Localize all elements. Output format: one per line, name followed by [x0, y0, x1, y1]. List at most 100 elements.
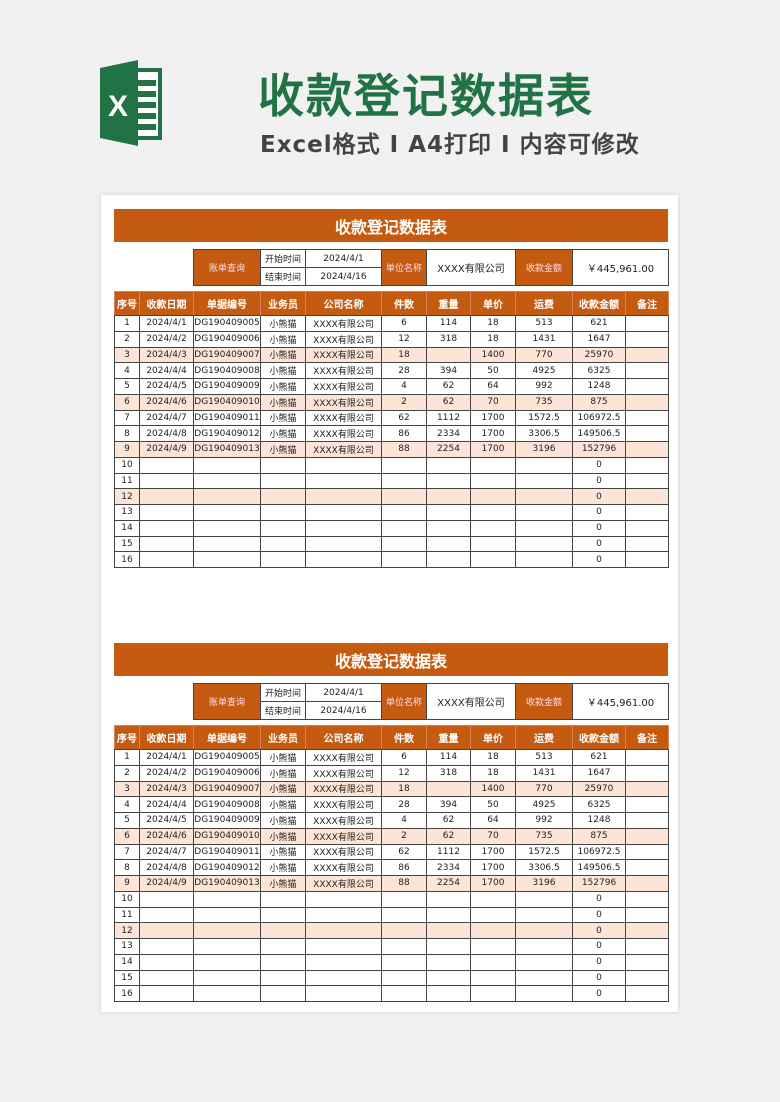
column-header: 单据编号 — [193, 291, 261, 316]
table-cell — [625, 472, 669, 490]
table-cell — [515, 938, 573, 955]
table-cell: 2024/4/2 — [139, 764, 194, 782]
table-cell: 11 — [114, 906, 140, 924]
table-cell: 513 — [515, 315, 573, 332]
table-cell — [515, 906, 573, 924]
table-cell: 3196 — [515, 441, 573, 458]
table-cell — [426, 456, 471, 474]
table-cell — [305, 969, 382, 987]
table-cell — [470, 969, 516, 987]
table-cell: 394 — [426, 796, 471, 813]
table-row: 9 2024/4/9 DG190409013 小熊猫 XXXX有限公司 88 2254 170… — [114, 875, 669, 892]
table-cell — [625, 906, 669, 924]
table-row: 7 2024/4/7 DG190409011 小熊猫 XXXX有限公司 62 1112 170… — [114, 409, 669, 427]
table-cell: 2334 — [426, 859, 471, 876]
table-cell: 0 — [572, 938, 626, 955]
table-cell — [139, 985, 194, 1002]
table-cell — [260, 472, 306, 490]
table-cell — [260, 969, 306, 987]
table-cell: 1572.5 — [515, 409, 573, 427]
table-cell — [426, 922, 471, 939]
column-header: 收款金额 — [572, 725, 626, 750]
table-row: 4 2024/4/4 DG190409008 小熊猫 XXXX有限公司 28 394 50 49… — [114, 796, 669, 813]
table-cell — [139, 906, 194, 924]
sheet-1: 收款登记数据表 账单查询 开始时间 2024/4/1 单位名称 XXXX有限公司 收款金额 ￥… — [114, 209, 669, 568]
column-header: 备注 — [625, 725, 669, 750]
query-label: 账单查询 — [193, 683, 261, 720]
table-cell — [193, 551, 261, 568]
table-cell: 394 — [426, 362, 471, 379]
column-header: 件数 — [381, 725, 427, 750]
table-cell — [470, 890, 516, 908]
table-cell: 2024/4/9 — [139, 441, 194, 458]
table-cell: 2 — [381, 827, 427, 845]
table-row: 2 2024/4/2 DG190409006 小熊猫 XXXX有限公司 12 318 18 14… — [114, 764, 669, 782]
table-cell — [515, 985, 573, 1002]
table-cell: 4925 — [515, 796, 573, 813]
table-cell — [381, 519, 427, 537]
table-cell: 1700 — [470, 859, 516, 876]
table-cell: 735 — [515, 827, 573, 845]
table-cell: 0 — [572, 535, 626, 553]
table-cell: 2024/4/1 — [139, 315, 194, 332]
table-cell: 12 — [381, 330, 427, 348]
table-cell — [305, 906, 382, 924]
data-table: 序号 收款日期 单据编号 业务员 公司名称 件数 重量 单价 运费 收款金额 备注 1 2024/4/1… — [114, 725, 669, 1002]
table-cell: 2334 — [426, 425, 471, 442]
table-cell — [139, 519, 194, 537]
table-cell — [305, 535, 382, 553]
table-cell — [515, 890, 573, 908]
table-cell: XXXX有限公司 — [305, 409, 382, 427]
table-cell: 6 — [381, 315, 427, 332]
table-cell: 1700 — [470, 409, 516, 427]
table-cell: 小熊猫 — [260, 393, 306, 411]
table-row: 8 2024/4/8 DG190409012 小熊猫 XXXX有限公司 86 2334 170… — [114, 859, 669, 876]
table-cell: 1647 — [572, 764, 626, 782]
table-cell: 50 — [470, 362, 516, 379]
table-cell — [625, 875, 669, 892]
table-cell: 0 — [572, 488, 626, 505]
table-cell: 64 — [470, 378, 516, 395]
table-cell: 62 — [381, 409, 427, 427]
table-cell: 小熊猫 — [260, 315, 306, 332]
table-cell — [381, 488, 427, 505]
table-cell: DG190409010 — [193, 393, 261, 411]
table-cell — [625, 764, 669, 782]
start-date: 2024/4/1 — [305, 249, 382, 268]
table-cell — [193, 906, 261, 924]
table-cell: DG190409011 — [193, 409, 261, 427]
table-cell: 15 — [114, 969, 140, 987]
table-cell: 64 — [470, 812, 516, 829]
table-row: 7 2024/4/7 DG190409011 小熊猫 XXXX有限公司 62 1112 170… — [114, 843, 669, 861]
table-cell: 12 — [114, 488, 140, 505]
table-cell — [470, 953, 516, 971]
table-cell: 16 — [114, 551, 140, 568]
table-cell — [139, 938, 194, 955]
table-cell: 770 — [515, 346, 573, 364]
table-cell — [625, 969, 669, 987]
table-cell: 小熊猫 — [260, 441, 306, 458]
table-cell: DG190409008 — [193, 362, 261, 379]
summary-table: 账单查询 开始时间 2024/4/1 单位名称 XXXX有限公司 收款金额 ￥445,961… — [193, 683, 669, 720]
table-cell — [193, 472, 261, 490]
table-cell: 88 — [381, 441, 427, 458]
table-cell: 13 — [114, 938, 140, 955]
table-cell: 1112 — [426, 843, 471, 861]
column-header: 重量 — [426, 725, 471, 750]
table-cell: 1431 — [515, 330, 573, 348]
table-cell — [426, 938, 471, 955]
table-cell: 28 — [381, 362, 427, 379]
table-cell — [193, 535, 261, 553]
column-header: 业务员 — [260, 725, 306, 750]
sheet-title: 收款登记数据表 — [114, 209, 668, 242]
table-cell: 114 — [426, 749, 471, 766]
table-cell: 1 — [114, 749, 140, 766]
table-row: 10 0 — [114, 456, 669, 474]
table-cell — [515, 472, 573, 490]
column-header: 业务员 — [260, 291, 306, 316]
table-cell — [260, 551, 306, 568]
banner-subtitle: Excel格式 I A4打印 I 内容可修改 — [260, 132, 640, 158]
table-cell — [426, 504, 471, 521]
table-cell: 13 — [114, 504, 140, 521]
table-cell — [305, 985, 382, 1002]
